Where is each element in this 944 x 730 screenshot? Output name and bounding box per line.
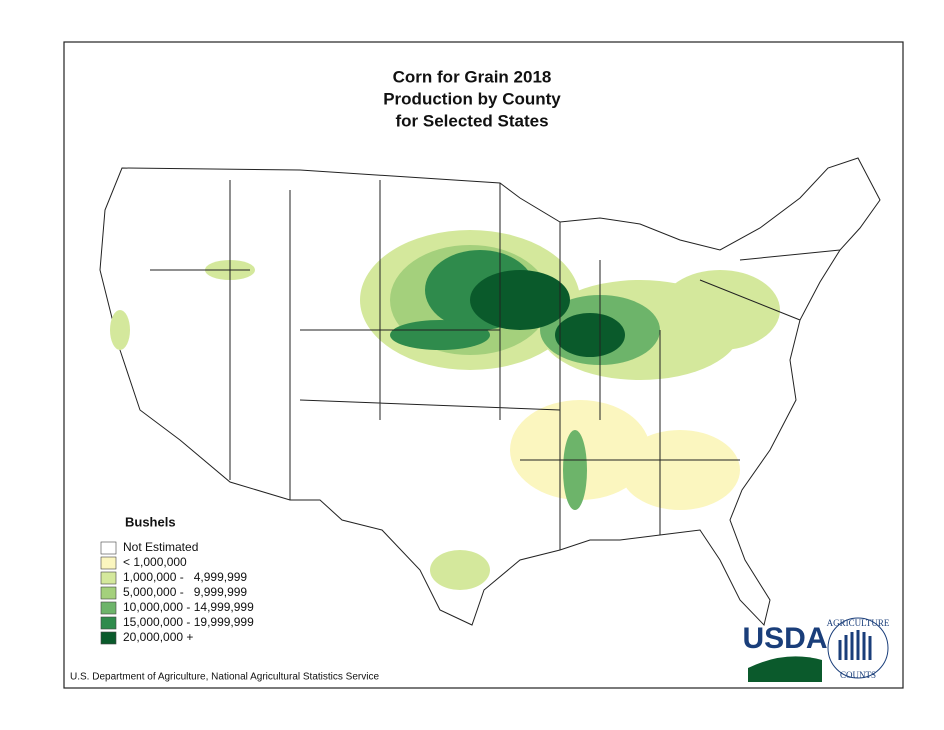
legend-swatch xyxy=(100,601,117,615)
legend-swatch xyxy=(100,616,117,630)
logo-grain xyxy=(838,630,872,660)
legend-label: 20,000,000 + xyxy=(123,630,193,644)
legend-label: 5,000,000 - 9,999,999 xyxy=(123,585,247,599)
legend-swatch xyxy=(100,586,117,600)
map-title: Corn for Grain 2018 xyxy=(393,67,552,86)
source-note: U.S. Department of Agriculture, National… xyxy=(70,672,379,683)
map-title: Production by County xyxy=(383,89,561,108)
map-title: for Selected States xyxy=(395,111,548,130)
legend-swatch xyxy=(100,541,117,555)
logo-name: USDA xyxy=(742,622,827,655)
us-map xyxy=(99,157,881,627)
legend-title: Bushels xyxy=(125,514,176,529)
legend-label: 1,000,000 - 4,999,999 xyxy=(123,570,247,584)
usda-logo: USDA AGRICULTURE COUNTS xyxy=(742,617,890,682)
legend-swatch xyxy=(100,556,117,570)
logo-field xyxy=(748,656,822,682)
legend-swatch xyxy=(100,571,117,585)
legend-label: Not Estimated xyxy=(123,540,198,554)
legend-label: < 1,000,000 xyxy=(123,555,187,569)
legend-swatch xyxy=(100,631,117,645)
legend-label: 10,000,000 - 14,999,999 xyxy=(123,600,254,614)
crop-shading xyxy=(110,230,780,590)
logo-motto: COUNTS xyxy=(840,670,876,680)
legend-label: 15,000,000 - 19,999,999 xyxy=(123,615,254,629)
logo-seal xyxy=(827,617,889,679)
logo-motto: AGRICULTURE xyxy=(827,618,890,628)
state-lines xyxy=(150,180,841,550)
